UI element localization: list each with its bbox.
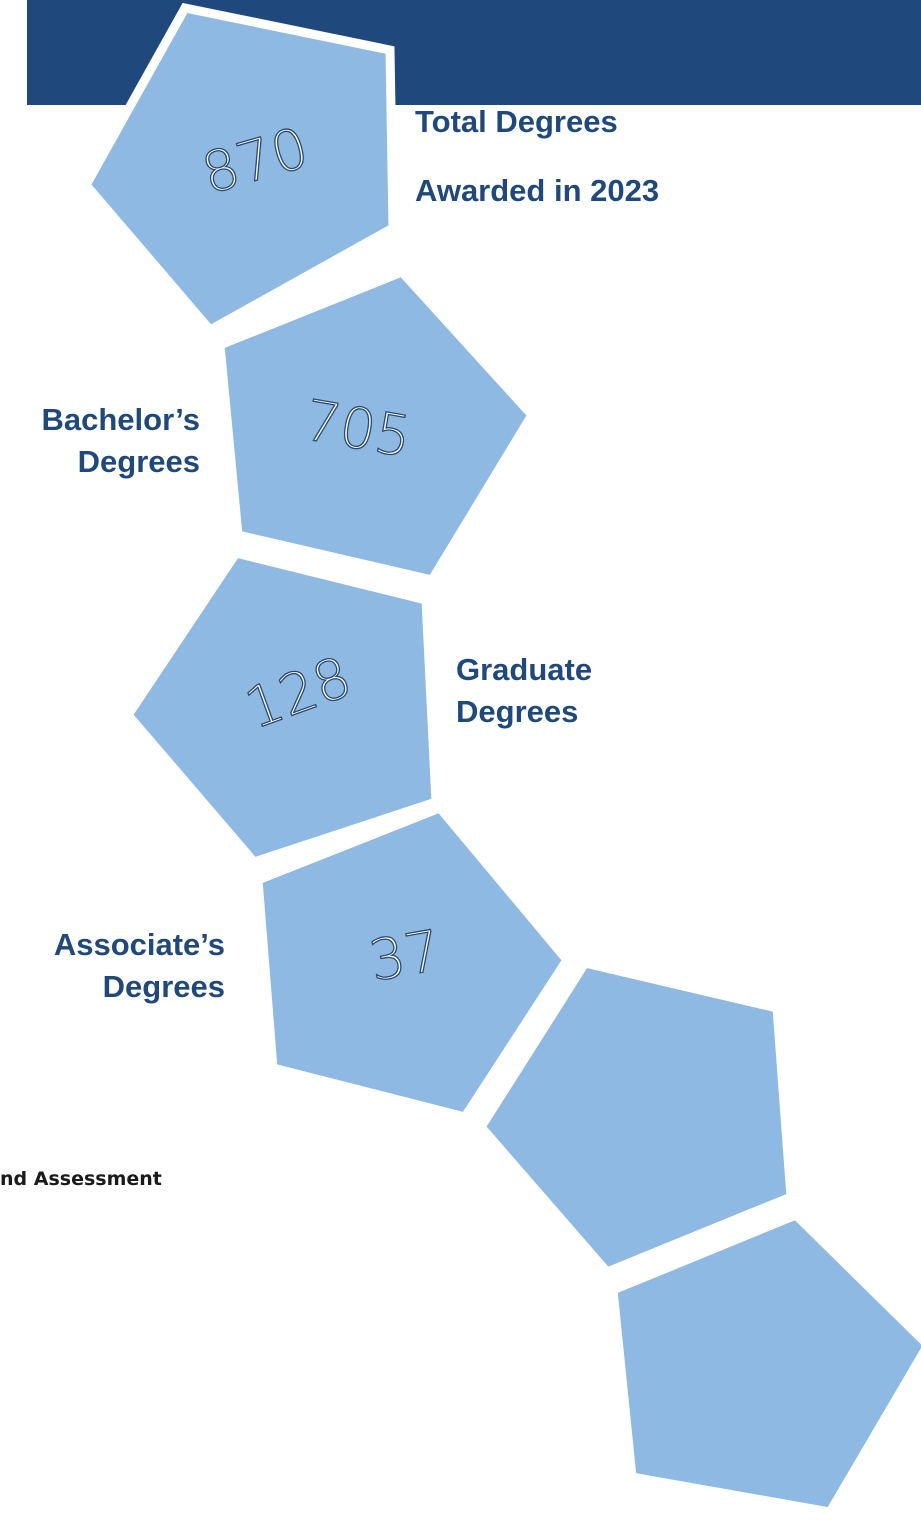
label: Bachelor’s	[41, 402, 200, 437]
pentagon	[475, 957, 796, 1278]
pentagon	[608, 1209, 921, 1517]
label: Degrees	[78, 444, 200, 479]
label: Graduate	[456, 652, 592, 687]
label: Associate’s	[54, 927, 225, 962]
label: Degrees	[103, 969, 225, 1004]
pentagon	[80, 2, 398, 336]
number: 37	[365, 918, 446, 994]
footer-text: nd Assessment	[0, 1168, 162, 1190]
pentagon	[122, 547, 441, 868]
pentagon	[215, 266, 538, 586]
label: Degrees	[456, 694, 578, 729]
pentagon	[253, 802, 573, 1123]
label: Total Degrees	[415, 104, 618, 139]
label: Awarded in 2023	[415, 173, 659, 208]
